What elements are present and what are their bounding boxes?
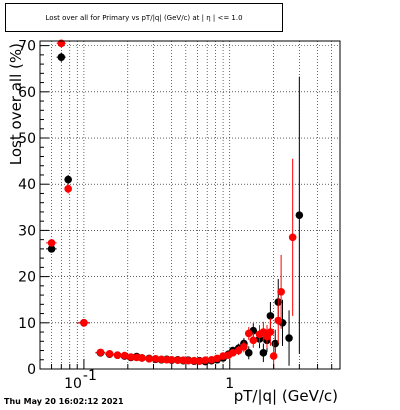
y-tick-label: 0	[27, 362, 36, 378]
data-point	[234, 346, 243, 355]
data-point	[173, 356, 182, 365]
data-point	[127, 353, 135, 361]
x-axis-title: pT/|q| (GeV/c)	[234, 387, 338, 405]
y-tick-label: 30	[18, 223, 36, 239]
data-point	[277, 288, 285, 296]
timestamp-footer: Thu May 20 16:02:12 2021	[4, 397, 124, 406]
y-tick-label: 40	[18, 177, 36, 193]
y-tick-label: 70	[18, 39, 36, 55]
data-point	[288, 233, 297, 242]
data-point	[266, 328, 275, 336]
data-point	[295, 211, 304, 219]
y-axis-title: Lost over all (%)	[7, 43, 25, 165]
data-point	[249, 336, 258, 345]
chart-title: Lost over all for Primary vs pT/|q| (GeV…	[45, 13, 243, 22]
data-point	[285, 334, 293, 342]
y-tick-label: 50	[18, 131, 36, 147]
data-point	[138, 354, 146, 362]
y-tick-label: 20	[18, 270, 36, 286]
data-point	[266, 312, 275, 320]
data-point	[105, 349, 114, 358]
plot-frame	[39, 40, 341, 370]
data-point	[213, 354, 221, 363]
data-point	[201, 356, 210, 365]
data-point	[269, 352, 278, 360]
data-point	[120, 351, 129, 360]
y-tick-label: 10	[18, 316, 36, 332]
data-point	[113, 351, 122, 359]
y-tick-label: 60	[18, 85, 36, 101]
data-point	[229, 349, 237, 357]
data-point	[244, 329, 253, 338]
data-point	[64, 175, 72, 184]
data-point	[259, 349, 268, 357]
data-point	[64, 185, 72, 193]
data-point	[274, 316, 283, 325]
x-tick-label: 1	[225, 376, 234, 392]
data-point	[167, 355, 176, 364]
data-point	[240, 343, 248, 351]
data-point	[47, 245, 56, 253]
data-point	[96, 348, 105, 357]
data-point	[57, 53, 66, 61]
data-point	[151, 355, 160, 363]
data-point	[195, 357, 204, 365]
chart-title-box: Lost over all for Primary vs pT/|q| (GeV…	[5, 3, 283, 32]
data-point	[145, 355, 153, 363]
data-point	[184, 356, 193, 365]
data-point	[47, 239, 56, 247]
x-tick-label: 10	[64, 376, 82, 392]
x-tick-label-exponent: -1	[83, 368, 97, 384]
data-point	[80, 319, 88, 327]
data-points	[46, 39, 304, 369]
data-point	[244, 349, 253, 357]
